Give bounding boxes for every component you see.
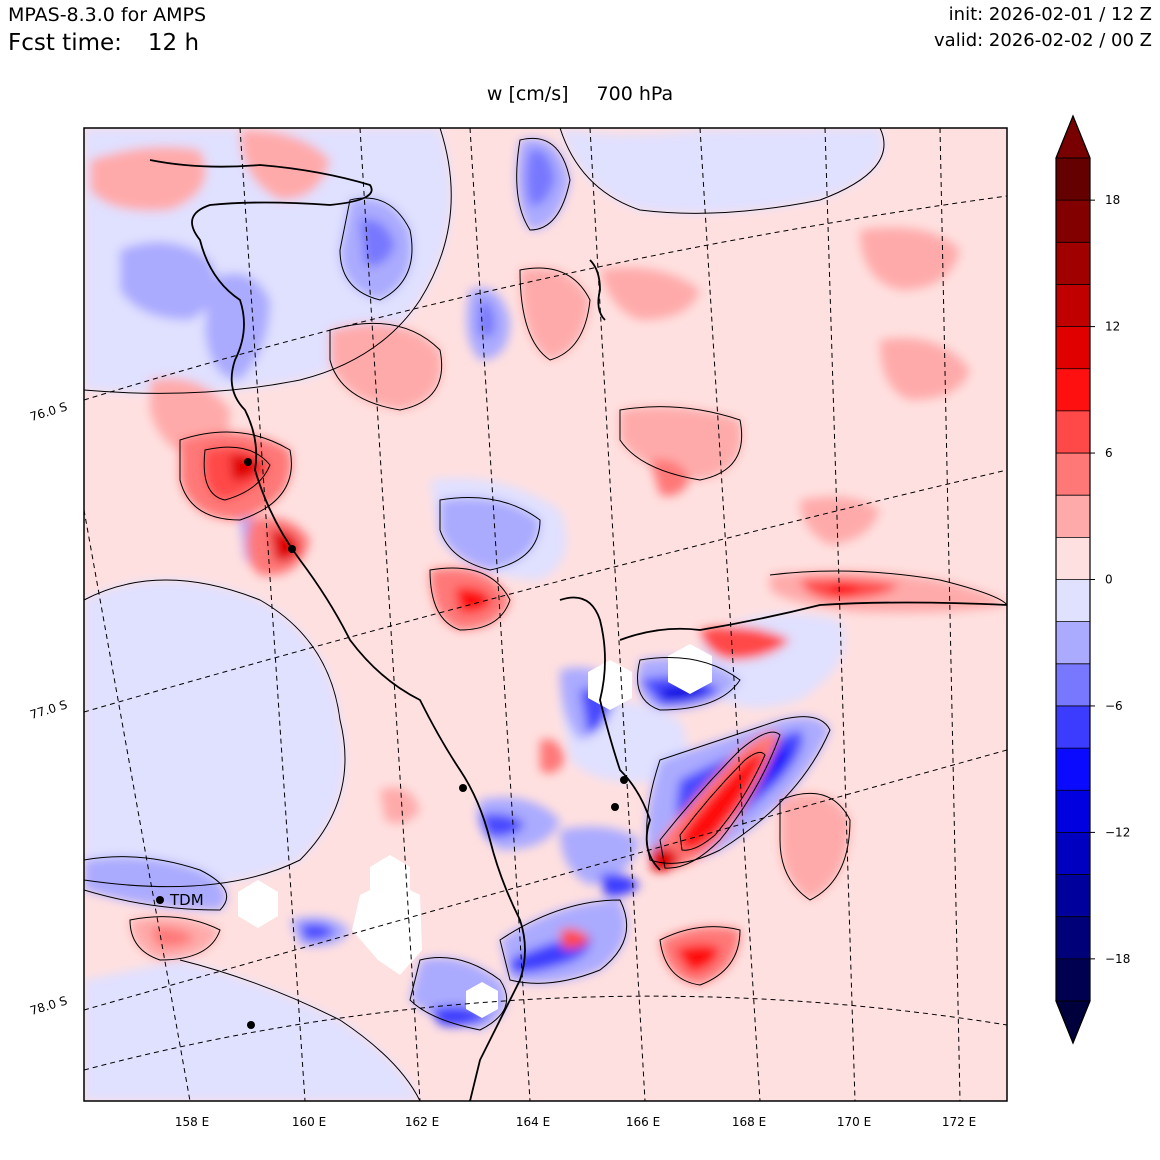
forecast-time: Fcst time: 12 h [8, 30, 199, 56]
station-dot [244, 458, 252, 466]
colorbar-segment [1056, 453, 1090, 496]
colorbar-segment [1056, 916, 1090, 959]
model-title: MPAS-8.3.0 for AMPS [8, 4, 207, 26]
plot-title: w [cm/s] 700 hPa [0, 83, 1160, 105]
colorbar-tick-label: −6 [1105, 699, 1123, 713]
lon-label: 160 E [292, 1115, 326, 1129]
lon-label: 166 E [626, 1115, 660, 1129]
colorbar-tick-label: 18 [1105, 193, 1120, 207]
lon-label: 158 E [175, 1115, 209, 1129]
colorbar-segment [1056, 832, 1090, 875]
lon-label: 170 E [837, 1115, 871, 1129]
station-dot [611, 803, 619, 811]
map-area: TDM [84, 128, 1007, 1101]
colorbar-tick-label: 6 [1105, 446, 1113, 460]
colorbar-segment [1056, 284, 1090, 327]
lat-label: 77.0 S [28, 697, 69, 722]
masked-terrain [238, 644, 712, 1018]
colorbar-segment [1056, 326, 1090, 369]
vertical-velocity-field [84, 128, 1007, 1101]
colorbar-segment [1056, 790, 1090, 833]
valid-time: valid: 2026-02-02 / 00 Z [934, 30, 1152, 51]
station-dot [459, 784, 467, 792]
colorbar-segment [1056, 874, 1090, 917]
colorbar-tick-label: −12 [1105, 825, 1130, 839]
colorbar-segment [1056, 705, 1090, 749]
lat-label: 76.0 S [28, 399, 69, 424]
colorbar-over-arrow [1055, 114, 1091, 159]
map-frame [83, 127, 1008, 1102]
colorbar-under-arrow [1055, 1000, 1091, 1045]
colorbar-segment [1056, 410, 1090, 454]
terrain-mask-hex [238, 880, 278, 928]
colorbar-segment [1056, 579, 1090, 622]
stations [156, 458, 628, 1029]
colorbar-segment [1056, 621, 1090, 664]
plot-variable: w [cm/s] [486, 83, 569, 105]
colorbar-segment [1056, 663, 1090, 706]
forecast-time-value: 12 h [147, 30, 200, 56]
terrain-mask-hex [352, 880, 422, 975]
colorbar-segment [1056, 200, 1090, 243]
coastline [149, 159, 1007, 1101]
colorbar-tick-label: 0 [1105, 573, 1113, 587]
colorbar-outline [1055, 114, 1091, 1045]
lon-label: 162 E [405, 1115, 439, 1129]
forecast-time-label: Fcst time: [8, 30, 122, 56]
station-dot [620, 776, 628, 784]
colorbar-tick-label: −18 [1105, 952, 1130, 966]
colorbar-tick-label: 12 [1105, 320, 1120, 334]
station-dot [288, 545, 296, 553]
lon-label: 172 E [942, 1115, 976, 1129]
lon-label: 164 E [516, 1115, 550, 1129]
graticule [84, 128, 1007, 1101]
colorbar-segment [1056, 368, 1090, 411]
colorbar: −18 −12 −6 0 6 12 18 [1055, 114, 1130, 1045]
station-dot-tdm [156, 896, 164, 904]
init-time: init: 2026-02-01 / 12 Z [948, 4, 1152, 25]
colorbar-segment [1056, 495, 1090, 538]
terrain-mask-hex [588, 660, 632, 710]
colorbar-segment [1056, 748, 1090, 791]
latitude-labels: 76.0 S 77.0 S 78.0 S [28, 399, 69, 1018]
plot-level: 700 hPa [596, 83, 674, 105]
terrain-mask-hex [668, 644, 712, 694]
terrain-mask-hex [466, 982, 498, 1018]
colorbar-segment [1056, 158, 1090, 201]
lat-label: 78.0 S [28, 993, 69, 1018]
station-label-tdm: TDM [169, 891, 204, 909]
colorbar-segment [1056, 242, 1090, 285]
colorbar-segment [1056, 537, 1090, 580]
lon-label: 168 E [732, 1115, 766, 1129]
station-dot [247, 1021, 255, 1029]
colorbar-segment [1056, 958, 1090, 1001]
longitude-labels: 158 E 160 E 162 E 164 E 166 E 168 E 170 … [175, 1115, 976, 1129]
contour-lines [84, 128, 1007, 1101]
